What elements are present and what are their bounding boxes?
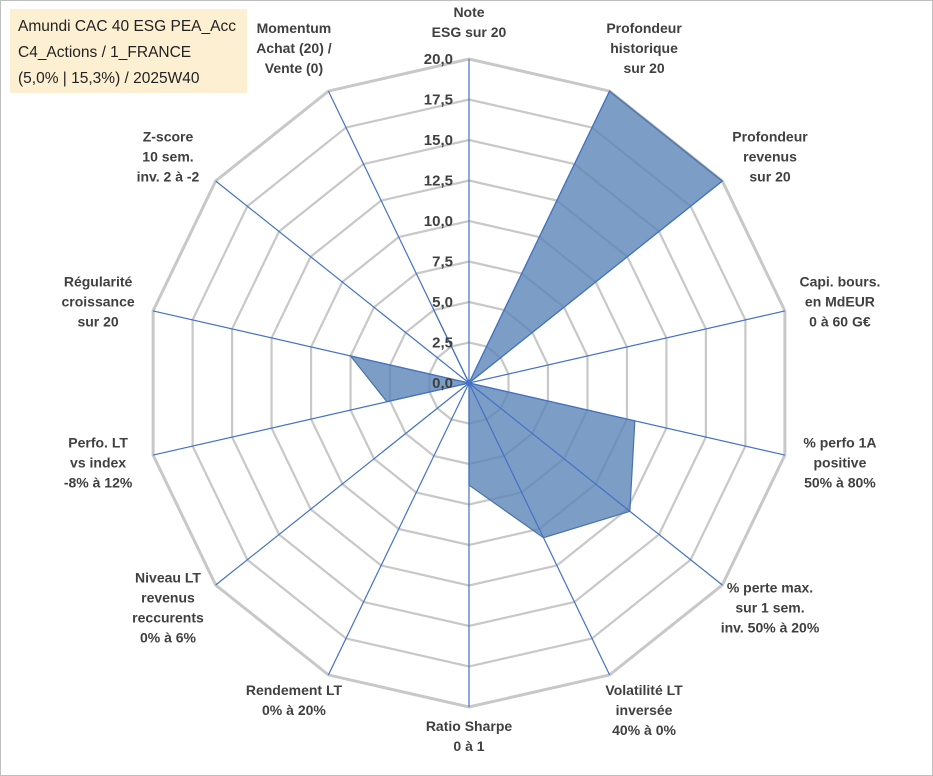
r-tick-label: 12,5: [424, 173, 453, 190]
series-layer: [349, 90, 724, 539]
title-line-3: (5,0% | 15,3%) / 2025W40: [18, 70, 200, 87]
category-label-line: Profondeur: [606, 20, 682, 36]
category-label-line: Momentum: [257, 20, 332, 36]
category-label: Régularité croissance sur 20: [61, 273, 134, 329]
series-area: [349, 90, 724, 539]
category-label-line: Profondeur: [732, 128, 808, 144]
category-label-line: 10 sem.: [142, 148, 193, 164]
axis-spoke: [327, 90, 470, 384]
category-label-line: Vente (0): [265, 60, 323, 76]
category-label-line: reccurents: [132, 610, 204, 626]
category-label-line: 0 à 1: [453, 738, 484, 754]
category-label: % perfo 1A positive 50% à 80%: [803, 435, 876, 491]
category-label-line: sur 20: [623, 60, 664, 76]
r-tick-label: 10,0: [424, 213, 453, 230]
title-line-1: Amundi CAC 40 ESG PEA_Acc: [18, 18, 236, 35]
axis-spoke: [468, 310, 786, 384]
category-label: Perfo. LT vs index -8% à 12%: [64, 435, 133, 491]
axis-spoke: [468, 382, 786, 456]
r-tick-label: 0,0: [432, 375, 453, 392]
category-label-line: sur 20: [749, 168, 790, 184]
category-label-line: % perte max.: [727, 580, 813, 596]
category-label-line: Régularité: [64, 273, 133, 289]
category-label-line: inversée: [616, 702, 673, 718]
category-label-line: en MdEUR: [805, 293, 875, 309]
r-tick-label: 2,5: [432, 335, 453, 352]
category-label-line: Achat (20) /: [256, 40, 332, 56]
category-label-line: ESG sur 20: [432, 24, 507, 40]
category-label-line: Volatilité LT: [605, 682, 683, 698]
category-label-line: revenus: [141, 590, 195, 606]
title-line-2: C4_Actions / 1_FRANCE: [18, 44, 192, 61]
category-label: Profondeur revenus sur 20: [732, 128, 808, 184]
axis-spoke: [468, 382, 723, 586]
axis-spoke: [468, 90, 611, 384]
category-label-line: -8% à 12%: [64, 475, 133, 491]
category-label-line: 0% à 20%: [262, 702, 326, 718]
category-label-line: 40% à 0%: [612, 722, 676, 738]
category-label-line: inv. 50% à 20%: [721, 620, 820, 636]
r-tick-label: 7,5: [432, 254, 453, 271]
category-label: Ratio Sharpe 0 à 1: [426, 718, 513, 754]
r-tick-label: 5,0: [432, 294, 453, 311]
category-label-line: croissance: [61, 293, 134, 309]
axis-spoke: [468, 180, 723, 384]
category-label-line: Z-score: [143, 128, 194, 144]
category-label-line: revenus: [743, 148, 797, 164]
category-label: Volatilité LT inversée 40% à 0%: [605, 682, 683, 738]
category-label-line: sur 20: [77, 313, 118, 329]
category-label-line: Niveau LT: [135, 570, 201, 586]
category-label-line: historique: [610, 40, 678, 56]
category-label-line: Rendement LT: [246, 682, 343, 698]
r-tick-label: 15,0: [424, 132, 453, 149]
axis-spoke: [152, 382, 470, 456]
category-label-line: Perfo. LT: [68, 435, 128, 451]
axis-spoke: [468, 382, 611, 676]
category-label-line: % perfo 1A: [803, 435, 876, 451]
category-label-line: 0% à 6%: [140, 630, 197, 646]
category-label-line: Note: [453, 4, 484, 20]
chart-title-box: Amundi CAC 40 ESG PEA_Acc C4_Actions / 1…: [10, 9, 247, 93]
category-label-line: vs index: [70, 455, 126, 471]
spoke-layer: [152, 59, 786, 707]
category-label: Profondeur historique sur 20: [606, 20, 682, 76]
category-label-line: Ratio Sharpe: [426, 718, 513, 734]
category-label-line: sur 1 sem.: [735, 600, 804, 616]
category-label: Note ESG sur 20: [432, 4, 507, 40]
axis-spoke: [215, 382, 470, 586]
category-label-line: positive: [813, 455, 866, 471]
category-label: % perte max. sur 1 sem. inv. 50% à 20%: [721, 580, 820, 636]
category-label-line: 50% à 80%: [804, 475, 876, 491]
category-label: Momentum Achat (20) / Vente (0): [256, 20, 332, 76]
label-layer: Note ESG sur 20 Profondeur historique sur 20…: [61, 4, 880, 754]
r-tick-label: 20,0: [424, 51, 453, 68]
axis-spoke: [215, 180, 470, 384]
axis-spoke: [152, 310, 470, 384]
r-tick-label: 17,5: [424, 92, 453, 109]
category-label: Z-score 10 sem. inv. 2 à -2: [137, 128, 200, 184]
category-label-line: inv. 2 à -2: [137, 168, 200, 184]
category-label: Capi. bours. en MdEUR 0 à 60 G€: [799, 273, 880, 329]
category-label: Niveau LT revenus reccurents 0% à 6%: [132, 570, 204, 646]
category-label: Rendement LT 0% à 20%: [246, 682, 343, 718]
axis-spoke: [327, 382, 470, 676]
category-label-line: Capi. bours.: [799, 273, 880, 289]
tick-layer: 0,0 2,5 5,0 7,5 10,0 12,5 15,0 17,5 20,0: [424, 51, 453, 392]
category-label-line: 0 à 60 G€: [809, 313, 871, 329]
